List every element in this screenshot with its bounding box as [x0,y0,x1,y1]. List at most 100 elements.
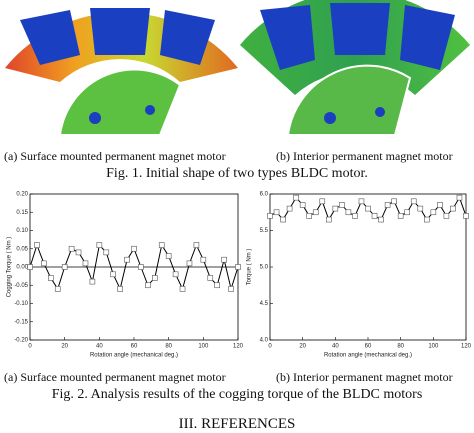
y-tick-label: -0.05 [14,283,28,289]
motor-b [240,0,470,136]
data-marker [214,282,220,289]
data-marker [299,202,306,208]
data-marker [172,271,179,278]
data-marker [68,245,75,252]
data-marker [117,286,123,292]
data-marker [319,198,326,205]
data-marker [463,213,469,219]
data-marker [27,264,33,270]
x-tick-label: 0 [268,344,272,350]
motor-a [5,8,238,136]
data-marker [293,194,299,201]
data-marker [110,271,116,278]
x-tick-label: 20 [299,344,306,350]
data-marker [221,256,227,263]
x-axis-label: Rotation angle (mechanical deg.) [324,353,412,359]
data-marker [345,209,352,216]
data-marker [193,242,200,248]
x-tick-label: 60 [131,344,138,350]
data-marker [423,216,430,223]
y-tick-label: 0.20 [16,192,28,198]
y-tick-label: 0.00 [16,265,28,271]
data-marker [437,202,443,208]
data-marker [267,213,273,219]
plot-frame [269,193,467,341]
x-tick-label: 40 [96,344,103,350]
data-marker [384,202,391,208]
y-tick-label: 0.10 [16,228,28,234]
data-marker [280,216,286,223]
motor-images [5,0,470,136]
data-marker [352,213,358,219]
figure-caption: Fig. 2. Analysis results of the cogging … [51,387,423,402]
y-tick-label: -0.15 [14,319,28,325]
data-marker [306,213,313,219]
caption: (b) Interior permanent magnet motor [276,370,453,384]
data-marker [312,209,319,216]
data-marker [200,256,207,263]
data-marker [207,275,214,281]
data-marker [365,205,371,212]
x-tick-label: 100 [198,344,209,350]
x-tick-label: 20 [61,344,68,350]
data-marker [339,202,345,208]
data-marker [165,253,172,259]
data-marker [82,260,89,267]
data-marker [89,278,96,285]
data-marker [186,260,193,267]
data-marker [286,205,293,212]
data-marker [371,213,378,219]
caption: (a) Surface mounted permanent magnet mot… [4,370,226,384]
data-marker [131,245,137,252]
y-tick-label: -0.20 [14,338,28,344]
data-marker [332,205,339,212]
data-marker [378,216,384,223]
data-marker [443,213,450,219]
data-marker [273,209,280,216]
x-axis-label: Rotation angle (mechanical deg.) [90,353,178,359]
data-marker [391,198,397,205]
y-tick-label: 0.15 [16,210,28,216]
x-tick-label: 80 [397,344,404,350]
data-marker [152,275,158,281]
data-marker [103,249,110,256]
data-marker [47,275,54,281]
x-tick-label: 60 [365,344,372,350]
y-tick-label: 5.5 [260,228,269,234]
x-tick-label: 80 [165,344,172,350]
data-marker [397,213,404,219]
y-tick-label: 4.5 [260,301,269,307]
x-tick-label: 40 [332,344,339,350]
y-tick-label: 6.0 [260,192,269,198]
caption: (b) Interior permanent magnet motor [276,149,453,163]
data-marker [61,264,68,270]
data-marker [41,260,47,267]
y-axis-label: Cogging Torque ( Nm ) [7,237,13,298]
y-axis-label: Torque ( Nm ) [247,249,253,286]
y-tick-label: 5.0 [260,265,269,271]
data-marker [158,242,165,248]
x-tick-label: 100 [428,344,439,350]
data-marker [456,194,463,201]
x-tick-label: 120 [233,344,244,350]
data-marker [179,286,186,292]
x-tick-label: 120 [461,344,472,350]
data-marker [228,286,234,292]
y-tick-label: 0.05 [16,246,28,252]
data-marker [404,209,411,216]
caption: (a) Surface mounted permanent magnet mot… [4,149,226,163]
section-heading: III. REFERENCES [178,416,296,432]
charts: -0.20 -0.15 -0.10 -0.05 0.00 0.05 0.10 0.15 0.20… [7,192,472,359]
data-marker [124,256,130,263]
data-marker [75,249,82,256]
y-tick-label: 4.0 [260,338,269,344]
y-tick-label: -0.10 [14,301,28,307]
data-marker [358,198,365,205]
data-marker [417,205,424,212]
data-marker [34,242,40,248]
data-marker [235,264,241,270]
data-marker [325,216,332,223]
data-marker [54,286,61,292]
data-marker [145,282,151,289]
